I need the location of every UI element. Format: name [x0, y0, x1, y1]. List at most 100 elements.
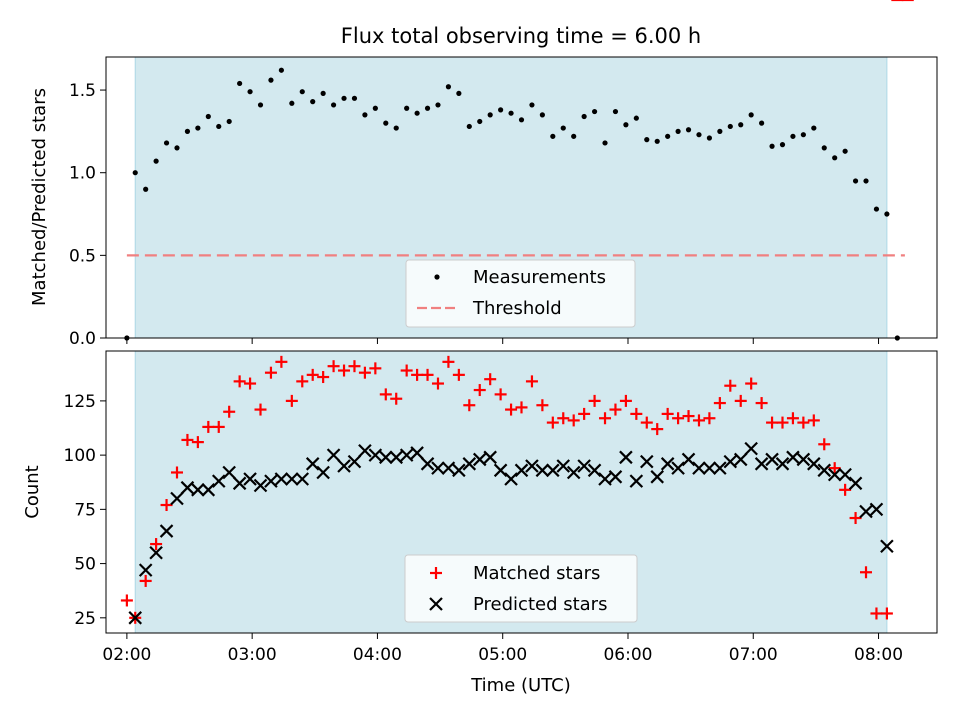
matched-star-point	[870, 607, 883, 620]
predicted-star-point	[358, 444, 372, 458]
y-tick-label: 25	[74, 609, 96, 629]
predicted-star-point	[660, 457, 675, 471]
measurement-point	[487, 112, 493, 118]
matched-star-point	[191, 436, 204, 449]
matched-star-point	[452, 368, 465, 381]
matched-star-point	[682, 410, 695, 423]
measurement-point	[571, 133, 577, 139]
measurement-point	[132, 170, 138, 176]
top-legend-box	[405, 259, 636, 328]
bottom-y-axis-label: Count	[22, 465, 43, 518]
predicted-star-point	[462, 457, 477, 471]
measurement-point	[769, 143, 775, 149]
predicted-star-point	[848, 476, 863, 491]
measurement-point	[143, 186, 149, 192]
matched-star-point	[275, 355, 288, 368]
measurement-point	[237, 80, 243, 87]
measurement-point	[268, 77, 274, 83]
matched-star-point	[484, 373, 497, 386]
measurement-point	[518, 117, 525, 123]
predicted-star-point	[629, 474, 644, 488]
measurement-point	[591, 108, 598, 115]
measurement-point	[644, 137, 650, 143]
matched-star-point	[120, 594, 133, 607]
measurement-point	[424, 105, 431, 111]
measurement-point	[330, 102, 337, 108]
predicted-star-point	[274, 472, 289, 486]
measurement-point	[550, 133, 556, 139]
matched-star-point	[609, 403, 622, 416]
measurement-point	[320, 90, 326, 96]
predicted-star-point	[389, 450, 404, 465]
predicted-star-point	[201, 483, 216, 497]
predicted-star-point	[295, 472, 310, 486]
predicted-star-point	[639, 454, 654, 469]
measurement-point	[456, 90, 462, 96]
x-tick-label: 02:00	[102, 645, 151, 665]
measurement-point	[612, 108, 619, 115]
predicted-star-point	[681, 452, 696, 467]
predicted-star-point	[838, 467, 852, 482]
predicted-star-point	[514, 463, 529, 478]
matched-star-point	[818, 438, 831, 451]
predicted-star-point	[410, 446, 424, 460]
measurement-point	[466, 123, 472, 130]
predicted-star-point	[232, 476, 247, 491]
matched-star-point	[525, 375, 538, 388]
matched-star-point	[181, 433, 194, 446]
predicted-star-point	[452, 463, 466, 478]
matched-star-point	[505, 403, 518, 416]
measurement-point	[257, 102, 264, 108]
predicted-star-point	[138, 563, 153, 577]
measurement-point	[665, 133, 671, 139]
measurement-point	[163, 140, 170, 146]
matched-star-point	[713, 397, 726, 410]
matched-star-point	[244, 377, 257, 390]
matched-star-point	[150, 538, 163, 551]
measurement-point	[790, 133, 796, 139]
matched-star-point	[786, 412, 799, 425]
matched-star-point	[640, 416, 653, 429]
measurement-point	[289, 100, 295, 106]
measurement-point	[675, 128, 681, 134]
predicted-star-point	[827, 467, 842, 482]
predicted-star-point	[765, 452, 779, 467]
predicted-star-point	[285, 472, 299, 486]
matched-star-point	[755, 397, 768, 410]
chart-title: Flux total observing time = 6.00 h	[341, 24, 701, 48]
matched-star-point	[599, 412, 612, 425]
predicted-star-point	[399, 448, 414, 462]
predicted-star-point	[431, 461, 445, 475]
y-tick-label: 75	[74, 500, 96, 520]
measurement-point	[696, 132, 702, 138]
matched-star-point	[776, 416, 789, 429]
y-tick-label: 125	[64, 392, 96, 412]
predicted-star-points	[128, 441, 894, 625]
measurement-point	[811, 125, 817, 131]
bottom-panel-frame	[105, 350, 938, 634]
x-tick-label: 03:00	[228, 645, 277, 665]
x-tick-label: 06:00	[603, 645, 652, 665]
matched-star-point	[515, 401, 528, 414]
matched-star-point	[223, 405, 236, 418]
measurement-point	[842, 148, 848, 154]
measurement-point	[195, 125, 201, 131]
predicted-star-point	[650, 470, 664, 484]
measurement-point	[404, 105, 410, 111]
measurement-point	[717, 128, 723, 134]
predicted-star-point	[754, 457, 769, 471]
predicted-star-point	[493, 463, 508, 478]
matched-star-point	[661, 407, 674, 420]
matched-star-point	[557, 412, 570, 425]
matched-star-point	[139, 574, 152, 587]
matched-star-point	[546, 416, 559, 429]
measurement-point	[873, 206, 880, 212]
matched-star-point	[463, 399, 476, 412]
y-tick-label: 1.5	[69, 81, 96, 101]
x-tick-label: 08:00	[854, 645, 903, 665]
measurements-legend-marker	[434, 274, 440, 280]
top-y-axis: 0.0 0.5 1.0 1.5	[69, 81, 106, 349]
measurement-point	[445, 84, 452, 90]
top-x-ticks	[126, 338, 880, 344]
measurement-point	[372, 105, 378, 111]
